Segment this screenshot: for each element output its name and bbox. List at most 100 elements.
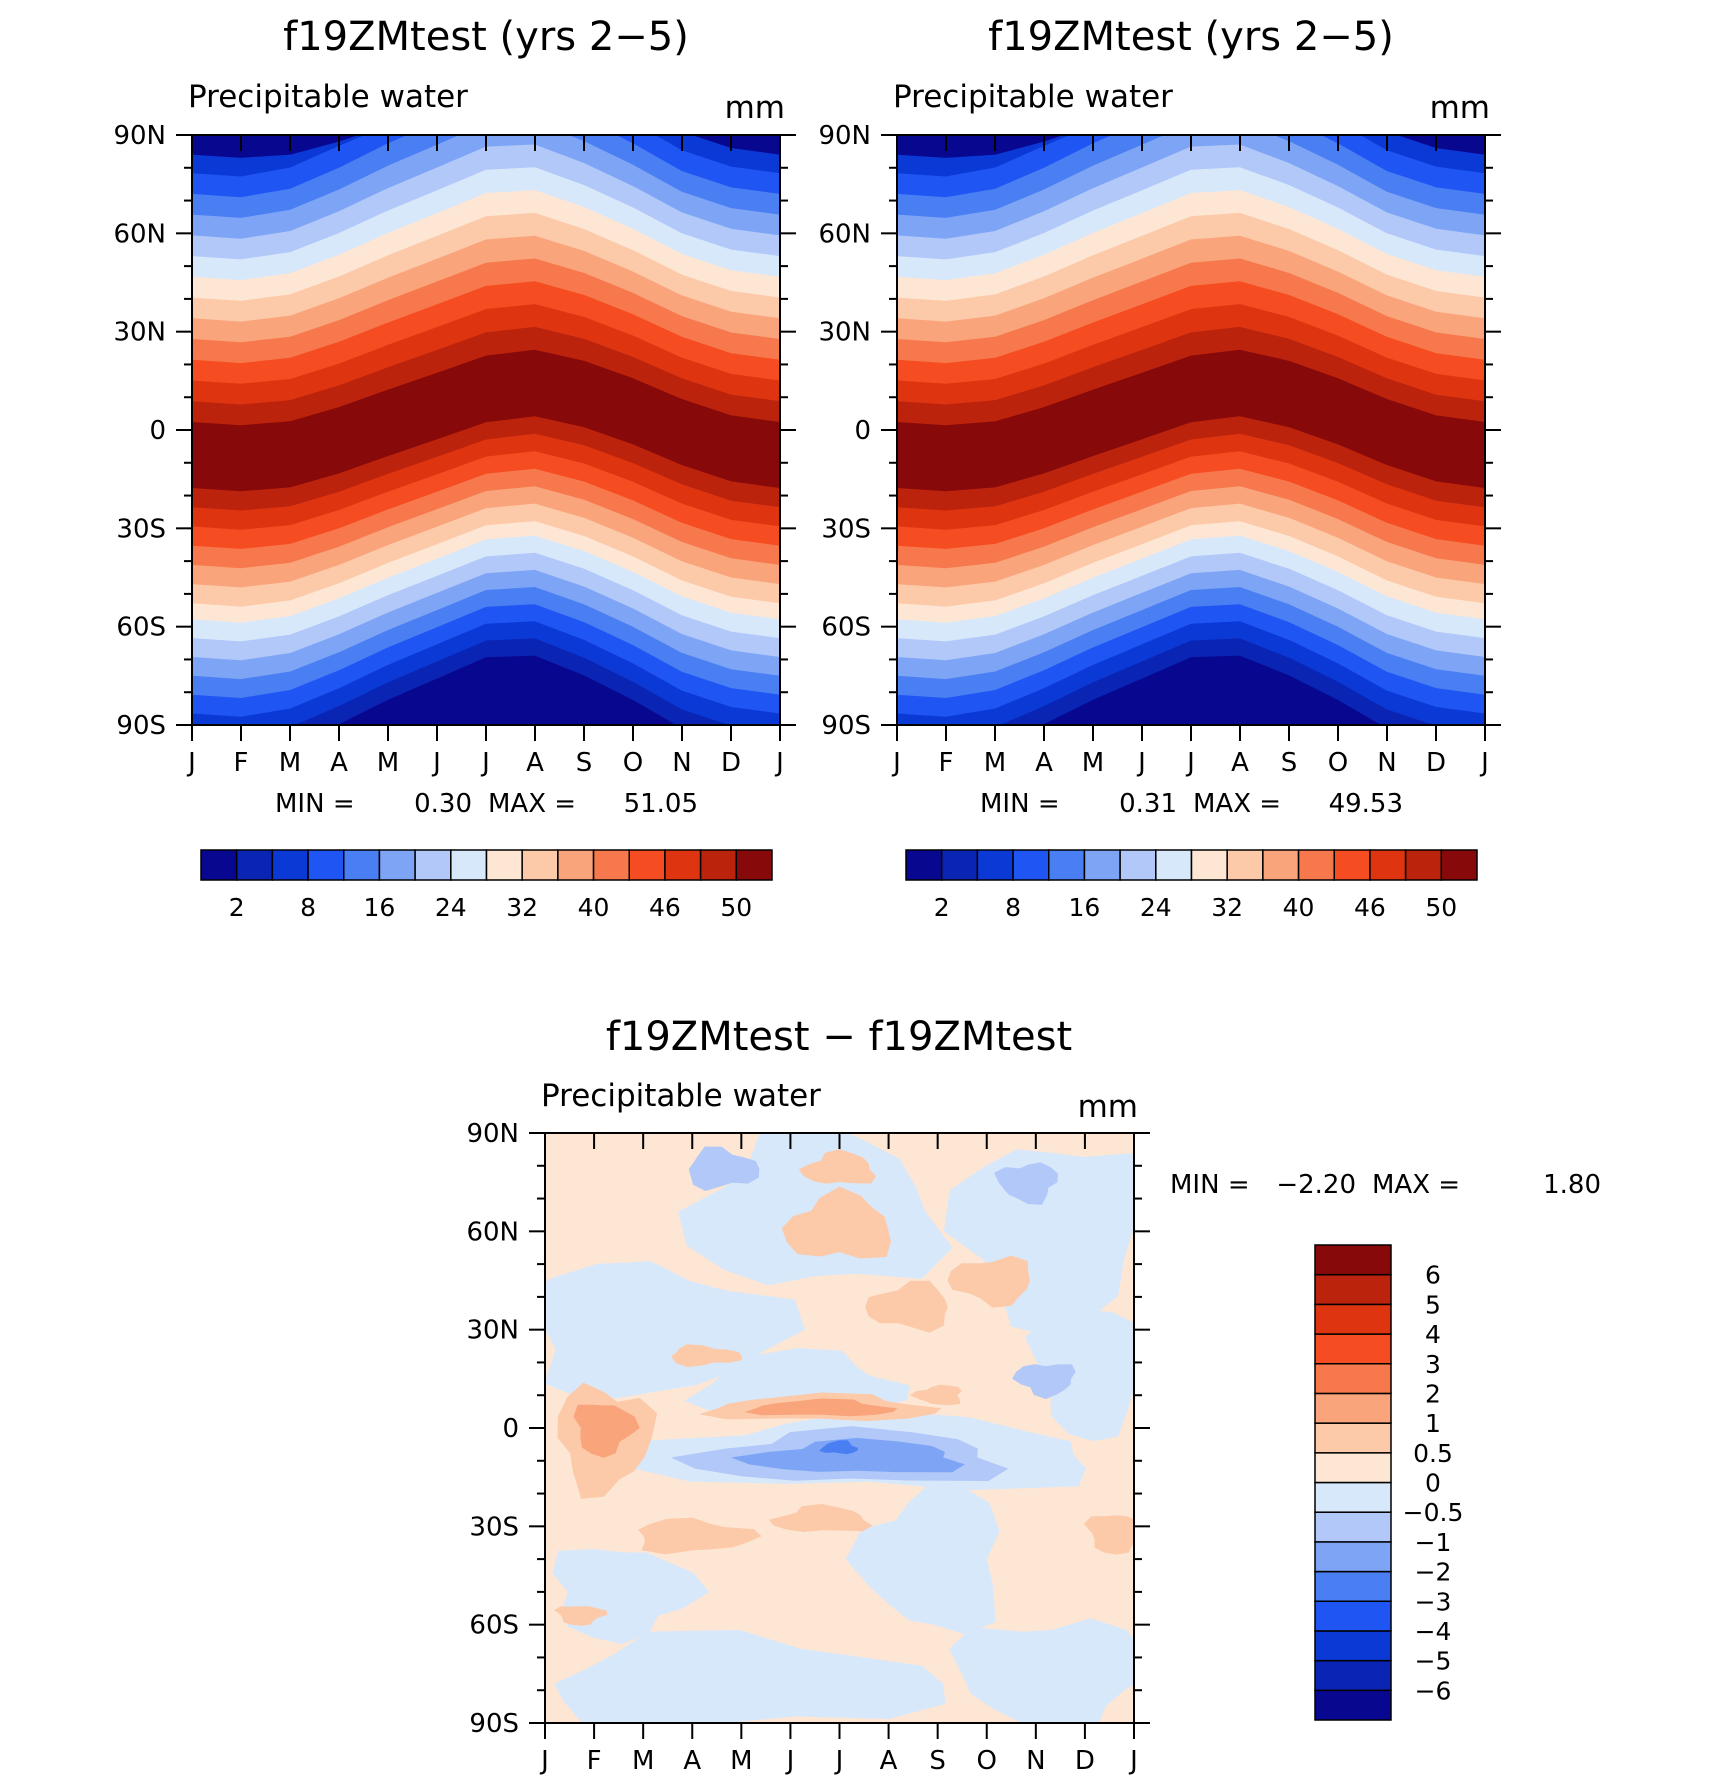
panel-right-colorbar-swatch [1226, 849, 1264, 881]
panel-difference-negative-region [994, 1162, 1059, 1205]
panel-difference-colorbar-tick-label: 5 [1425, 1290, 1441, 1319]
panel-left-colorbar-swatch [664, 849, 702, 881]
panel-difference-y-tick-label: 90S [469, 1709, 519, 1739]
panel-right-contour-bands [897, 135, 1485, 725]
panel-difference-colorbar-tick-label: −3 [1415, 1587, 1452, 1616]
panel-difference-x-tick-label: O [977, 1746, 997, 1776]
panel-right-colorbar: 2 8 16 24 32 40 46 50 [905, 849, 1478, 922]
panel-right-x-tick-label: J [1185, 748, 1195, 778]
panel-difference-colorbar-swatch [1314, 1333, 1392, 1365]
panel-difference-positive-region [744, 1398, 898, 1417]
panel-right-colorbar-swatch [1048, 849, 1086, 881]
panel-left-colorbar-tick-label: 46 [649, 893, 681, 922]
panel-right-colorbar-tick-label: 50 [1425, 893, 1457, 922]
panel-right-y-tick-label: 60N [818, 219, 871, 249]
panel-right-y-tick-label: 30N [818, 318, 871, 348]
panel-right-variable-label: Precipitable water [893, 79, 1173, 115]
panel-difference-positive-region [781, 1186, 891, 1259]
panel-difference-min-label: MIN = [1170, 1170, 1250, 1200]
panel-right-colorbar-swatch [905, 849, 943, 881]
panel-left-colorbar-swatch [343, 849, 381, 881]
panel-difference-x-tick-label: J [539, 1746, 549, 1776]
panel-difference-negative-region [688, 1146, 760, 1191]
panel-difference-negative-region [1025, 1310, 1134, 1442]
panel-left-min-label: MIN = [275, 789, 355, 819]
panel-left-x-tick-label: N [672, 748, 691, 778]
panel-right-colorbar-swatch [1404, 849, 1443, 881]
panel-difference-positive-region [947, 1255, 1030, 1308]
panel-difference-colorbar-tick-label: −5 [1415, 1647, 1452, 1676]
panel-difference-positive-region [573, 1404, 640, 1458]
panel-right-y-tick-label: 90S [821, 711, 871, 741]
panel-right-y-tick-label: 90N [818, 121, 871, 151]
panel-left-x-tick-label: J [774, 748, 784, 778]
panel-difference-x-tick-label: J [1128, 1746, 1138, 1776]
panel-right-contour-band [897, 349, 1485, 492]
panel-left-colorbar-swatch [378, 849, 416, 881]
panel-difference-y-tick-label: 60N [466, 1217, 519, 1247]
panel-left-colorbar-tick-label: 16 [364, 893, 396, 922]
panel-right-colorbar-swatch [1369, 849, 1407, 881]
panel-right-x-tick-label: F [939, 748, 954, 778]
panel-left-x-tick-label: O [623, 748, 643, 778]
panel-difference-negative-region [731, 1437, 965, 1473]
panel-left-x-tick-label: J [480, 748, 490, 778]
panel-difference-positive-region [1083, 1515, 1134, 1555]
panel-difference-colorbar-tick-label: 2 [1425, 1379, 1441, 1408]
panel-left-title: f19ZMtest (yrs 2−5) [283, 14, 689, 60]
panel-right-colorbar-tick-label: 32 [1211, 893, 1243, 922]
panel-difference-positive-region [798, 1149, 877, 1184]
panel-difference-colorbar-swatch [1314, 1511, 1392, 1543]
panel-difference-positive-region [909, 1384, 962, 1406]
panel-left-colorbar-tick-label: 40 [578, 893, 610, 922]
panel-difference-negative-region [943, 1149, 1134, 1337]
panel-right-plot-area [897, 135, 1485, 725]
panel-left-colorbar-swatch [628, 849, 666, 881]
panel-right-colorbar-tick-label: 46 [1354, 893, 1386, 922]
panel-difference-colorbar-tick-label: −6 [1415, 1676, 1452, 1705]
panel-right-x-tick-label: A [1035, 748, 1053, 778]
panel-difference-x-tick-label: A [880, 1746, 898, 1776]
panel-difference-colorbar-tick-label: −0.5 [1403, 1498, 1464, 1527]
panel-right-min-label: MIN = [980, 789, 1060, 819]
panel-difference-colorbar-tick-label: −1 [1415, 1528, 1452, 1557]
panel-difference-colorbar-tick-label: 1 [1425, 1409, 1441, 1438]
panel-difference-negative-region [949, 1618, 1134, 1723]
panel-left-colorbar-swatch [699, 849, 738, 881]
panel-left-colorbar-swatch [235, 849, 274, 881]
panel-difference-negative-region [545, 1261, 805, 1403]
panel-difference-positive-region [865, 1280, 948, 1333]
panel-left-x-tick-label: A [526, 748, 544, 778]
panel-difference-colorbar-swatch [1314, 1244, 1392, 1276]
panel-left-variable-label: Precipitable water [188, 79, 468, 115]
panel-difference-x-tick-label: M [730, 1746, 752, 1776]
panel-right-colorbar-swatch [1333, 849, 1371, 881]
panel-left-x-tick-label: M [377, 748, 399, 778]
panel-left-x-tick-label: A [330, 748, 348, 778]
panel-right-units-label: mm [1430, 90, 1490, 126]
panel-difference-y-tick-label: 90N [466, 1119, 519, 1149]
panel-left-colorbar-tick-label: 2 [229, 893, 245, 922]
panel-difference-positive-region [671, 1344, 742, 1368]
panel-left-colorbar-swatch [200, 849, 238, 881]
panel-right-y-tick-label: 30S [821, 514, 871, 544]
panel-difference-x-tick-label: S [929, 1746, 946, 1776]
panel-right-y-tick-label: 60S [821, 613, 871, 643]
panel-right-x-tick-label: J [1136, 748, 1146, 778]
panel-difference-colorbar-tick-label: −2 [1415, 1558, 1452, 1587]
panel-right-colorbar-swatch [976, 849, 1014, 881]
panel-difference-positive-region [768, 1504, 873, 1532]
panel-left-colorbar-tick-label: 50 [720, 893, 752, 922]
panel-right-colorbar-swatch [1119, 849, 1157, 881]
panel-left-colorbar-swatch [271, 849, 309, 881]
panel-right-colorbar-swatch [1083, 849, 1121, 881]
panel-difference-colorbar-swatch [1314, 1422, 1392, 1454]
panel-right-colorbar-tick-label: 40 [1283, 893, 1315, 922]
panel-difference-variable-label: Precipitable water [541, 1078, 821, 1114]
panel-difference-x-tick-label: M [632, 1746, 654, 1776]
panel-right-colorbar-swatch [1262, 849, 1300, 881]
panel-right-colorbar-swatch [1297, 849, 1335, 881]
